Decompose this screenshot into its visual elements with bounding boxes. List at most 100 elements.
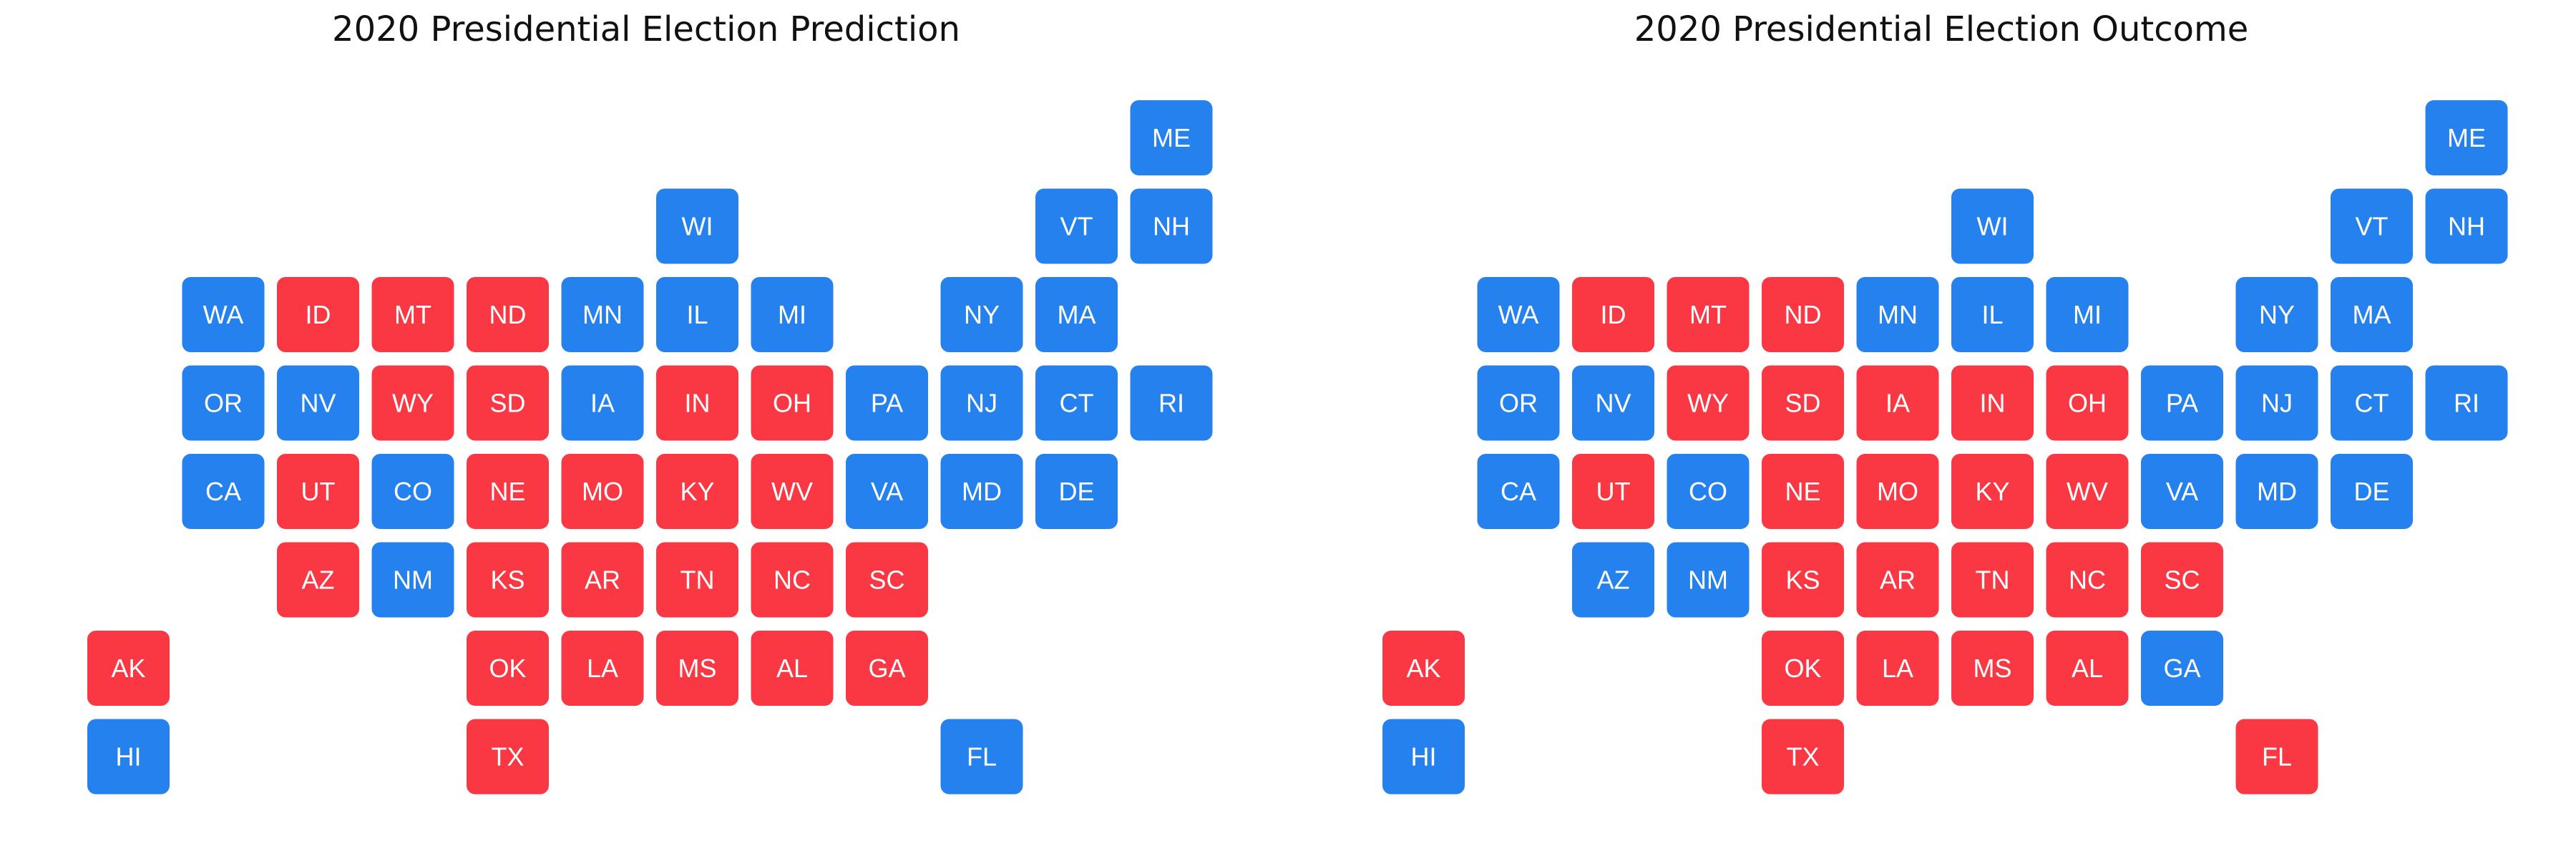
prediction-tile-ny — [940, 277, 1023, 352]
prediction-tile-va — [846, 454, 928, 529]
outcome-label-mi: MI — [2073, 300, 2102, 329]
prediction-tile-ut — [277, 454, 359, 529]
outcome-label-ma: MA — [2353, 300, 2391, 329]
outcome-label-nc: NC — [2069, 566, 2106, 595]
outcome-label-ok: OK — [1784, 654, 1821, 683]
prediction-tile-nh — [1130, 188, 1213, 264]
prediction-label-sd: SD — [489, 389, 525, 418]
outcome-tile-ga — [2141, 631, 2223, 706]
prediction-label-ks: KS — [490, 566, 525, 595]
prediction-label-wy: WY — [392, 389, 434, 418]
prediction-label-nj: NJ — [966, 389, 997, 418]
outcome-tile-wi — [1951, 188, 2034, 264]
outcome-label-ky: KY — [1975, 477, 2009, 506]
prediction-label-ca: CA — [205, 477, 241, 506]
outcome-tile-co — [1667, 454, 1750, 529]
prediction-tile-ma — [1035, 277, 1118, 352]
outcome-tile-ok — [1762, 631, 1844, 706]
outcome-label-mn: MN — [1878, 300, 1918, 329]
outcome-label-fl: FL — [2262, 742, 2292, 772]
outcome-tile-ct — [2331, 365, 2413, 441]
prediction-tile-ct — [1035, 365, 1118, 441]
prediction-tile-al — [751, 631, 834, 706]
prediction-tile-nj — [940, 365, 1023, 441]
outcome-label-tx: TX — [1786, 742, 1819, 772]
outcome-label-hi: HI — [1411, 742, 1437, 772]
prediction-label-md: MD — [962, 477, 1002, 506]
prediction-label-ny: NY — [964, 300, 1000, 329]
prediction-tile-or — [182, 365, 265, 441]
prediction-tile-sd — [467, 365, 549, 441]
outcome-tile-wv — [2046, 454, 2129, 529]
prediction-title: 2020 Presidential Election Prediction — [332, 9, 960, 49]
prediction-tile-fl — [940, 719, 1023, 795]
outcome-label-wi: WI — [1977, 212, 2009, 241]
prediction-tile-mo — [561, 454, 644, 529]
prediction-panel: 2020 Presidential Election Prediction ME… — [87, 9, 1213, 795]
outcome-label-mt: MT — [1689, 300, 1727, 329]
prediction-tile-ok — [467, 631, 549, 706]
outcome-label-ca: CA — [1501, 477, 1536, 506]
prediction-tile-hi — [87, 719, 170, 795]
outcome-label-al: AL — [2072, 654, 2103, 683]
prediction-label-tn: TN — [680, 566, 715, 595]
prediction-tile-id — [277, 277, 359, 352]
outcome-label-ar: AR — [1880, 566, 1916, 595]
outcome-tile-ms — [1951, 631, 2034, 706]
prediction-label-ky: KY — [680, 477, 714, 506]
outcome-label-nd: ND — [1785, 300, 1822, 329]
outcome-tile-az — [1572, 542, 1654, 618]
outcome-label-vt: VT — [2355, 212, 2388, 241]
prediction-label-ut: UT — [301, 477, 336, 506]
prediction-tile-wi — [656, 188, 738, 264]
outcome-tile-ak — [1382, 631, 1465, 706]
prediction-tile-az — [277, 542, 359, 618]
outcome-tile-ca — [1477, 454, 1560, 529]
outcome-label-oh: OH — [2068, 389, 2107, 418]
prediction-label-wv: WV — [771, 477, 813, 506]
outcome-tile-nc — [2046, 542, 2129, 618]
prediction-label-or: OR — [204, 389, 243, 418]
outcome-tile-nd — [1762, 277, 1844, 352]
outcome-tile-nv — [1572, 365, 1654, 441]
outcome-label-de: DE — [2353, 477, 2389, 506]
prediction-tile-in — [656, 365, 738, 441]
outcome-label-nj: NJ — [2261, 389, 2293, 418]
outcome-tile-me — [2425, 100, 2508, 175]
outcome-label-tn: TN — [1976, 566, 2010, 595]
prediction-tile-vt — [1035, 188, 1118, 264]
outcome-label-me: ME — [2447, 123, 2486, 152]
prediction-label-wi: WI — [682, 212, 713, 241]
prediction-label-va: VA — [871, 477, 903, 506]
prediction-label-az: AZ — [301, 566, 334, 595]
prediction-tile-ne — [467, 454, 549, 529]
prediction-label-in: IN — [685, 389, 711, 418]
prediction-tile-wy — [371, 365, 454, 441]
outcome-tile-il — [1951, 277, 2034, 352]
outcome-tile-vt — [2331, 188, 2413, 264]
prediction-tile-il — [656, 277, 738, 352]
outcome-tile-mt — [1667, 277, 1750, 352]
prediction-label-nv: NV — [300, 389, 336, 418]
outcome-tile-ne — [1762, 454, 1844, 529]
outcome-tile-ut — [1572, 454, 1654, 529]
prediction-label-mt: MT — [394, 300, 431, 329]
prediction-tile-nc — [751, 542, 834, 618]
outcome-label-ny: NY — [2259, 300, 2295, 329]
outcome-label-wy: WY — [1687, 389, 1729, 418]
prediction-tile-ak — [87, 631, 170, 706]
outcome-tile-nh — [2425, 188, 2508, 264]
prediction-tile-nv — [277, 365, 359, 441]
prediction-label-fl: FL — [967, 742, 997, 772]
outcome-label-id: ID — [1601, 300, 1626, 329]
prediction-label-co: CO — [394, 477, 432, 506]
outcome-label-mo: MO — [1877, 477, 1918, 506]
outcome-tile-nj — [2235, 365, 2318, 441]
outcome-label-az: AZ — [1596, 566, 1629, 595]
outcome-label-ak: AK — [1406, 654, 1440, 683]
outcome-tile-de — [2331, 454, 2413, 529]
outcome-tile-ri — [2425, 365, 2508, 441]
outcome-label-pa: PA — [2166, 389, 2198, 418]
prediction-label-nc: NC — [774, 566, 811, 595]
